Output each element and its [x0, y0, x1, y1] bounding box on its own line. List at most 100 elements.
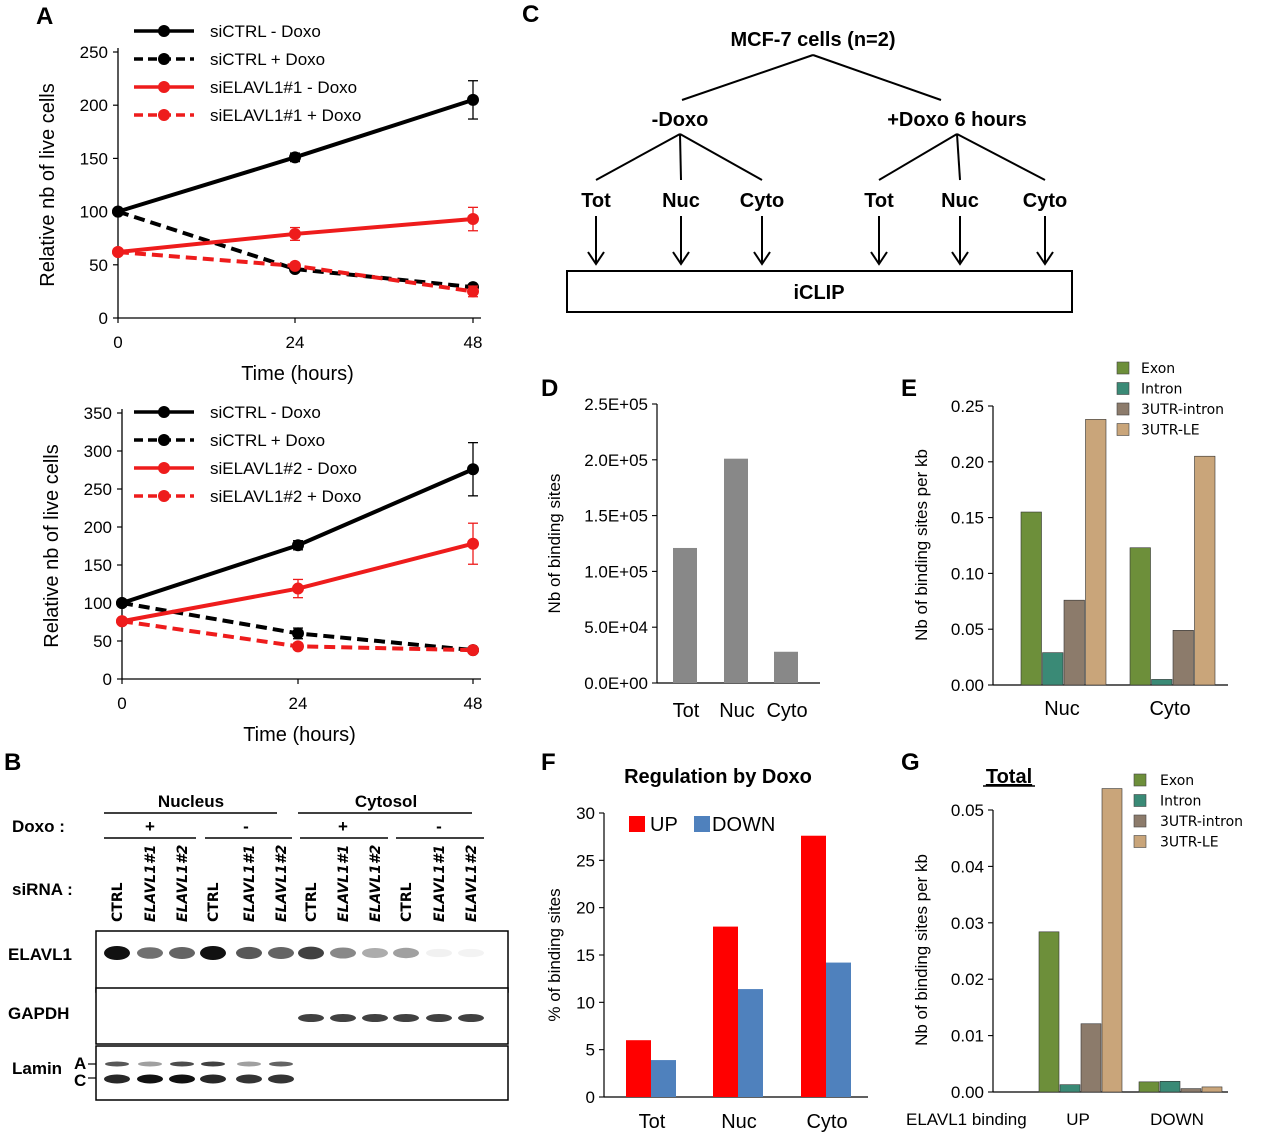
- bar-up-cyto: [801, 835, 826, 1097]
- y-tick-label: 0.20: [951, 453, 984, 472]
- blot-band: [330, 947, 356, 959]
- blot-band: [200, 946, 226, 960]
- y-tick-label: 0.00: [951, 1083, 984, 1102]
- blot-band: [268, 947, 294, 959]
- diagram-edge: [812, 54, 942, 101]
- blot-band: [104, 946, 130, 960]
- x-tick-label: Tot: [639, 1111, 666, 1133]
- y-axis-label: Nb of binding sites: [545, 474, 564, 614]
- diagram-arrow-head: [870, 251, 888, 266]
- blot-band: [170, 1061, 194, 1067]
- blot-band: [138, 1061, 162, 1067]
- x-tick-label: Tot: [673, 700, 700, 722]
- blot-band: [269, 1061, 293, 1067]
- row-label-gapdh: GAPDH: [8, 1004, 69, 1023]
- chart-title: Total: [986, 766, 1032, 788]
- legend-marker: [158, 25, 170, 37]
- y-tick-label: 50: [93, 632, 112, 651]
- diagram-condition: +Doxo 6 hours: [887, 109, 1026, 131]
- blot-band: [393, 1014, 419, 1022]
- x-tick-label: Cyto: [1149, 698, 1190, 720]
- blot-band: [169, 947, 195, 959]
- row-label-lamin: Lamin: [12, 1059, 62, 1078]
- y-tick-label: 0: [586, 1088, 595, 1107]
- x-tick-label: Nuc: [719, 700, 755, 722]
- diagram-arrow-head: [951, 251, 969, 266]
- legend-label-sictrl-doxo: siCTRL + Doxo: [210, 50, 325, 69]
- bar-3utr-le-cyto: [1194, 455, 1216, 686]
- blot-band: [426, 948, 452, 958]
- legend-swatch-down: [694, 816, 710, 832]
- lane-label: CTRL: [399, 882, 415, 922]
- bar-cyto: [774, 651, 798, 683]
- legend-marker: [158, 434, 170, 446]
- x-tick-label: Cyto: [766, 700, 807, 722]
- bar-up-tot: [626, 1040, 651, 1097]
- legend-label-3utr-intron: 3UTR-intron: [1141, 402, 1224, 418]
- diagram-fraction: Cyto: [1023, 190, 1067, 212]
- bar-3utr-intron-down: [1180, 1088, 1202, 1093]
- legend-marker: [158, 406, 170, 418]
- data-point: [467, 463, 479, 476]
- y-tick-label: 0.15: [951, 509, 984, 528]
- diagram-condition: -Doxo: [652, 109, 709, 131]
- data-point: [467, 213, 479, 226]
- y-tick-label: 5: [586, 1041, 595, 1060]
- group-label-cytosol: Cytosol: [355, 792, 417, 811]
- blot-band: [362, 947, 388, 959]
- diagram-fraction: Tot: [581, 190, 611, 212]
- data-point: [292, 627, 304, 640]
- legend-swatch-up: [629, 816, 645, 832]
- x-tick-label: 24: [286, 333, 305, 352]
- diagram-edge: [878, 133, 958, 181]
- blot-band: [458, 948, 484, 958]
- legend-label-down: DOWN: [712, 814, 775, 836]
- x-axis-label: Time (hours): [241, 363, 354, 385]
- chart-e: 0.00 0.05 0.10 0.15 0.20 0.25 Nuc Cyto Nb of bin…: [912, 361, 1228, 720]
- y-tick-label: 30: [576, 804, 595, 823]
- data-point: [292, 539, 304, 552]
- diagram-edge: [679, 133, 682, 181]
- legend-swatch: [1133, 773, 1147, 787]
- bar-nuc: [724, 458, 748, 683]
- blot-band: [105, 1061, 129, 1067]
- bar-down-tot: [651, 1060, 676, 1097]
- doxo-label: Doxo :: [12, 817, 65, 836]
- iclip-box: [566, 270, 1073, 313]
- bar-3utr-intron-cyto: [1172, 630, 1194, 686]
- data-point: [467, 93, 479, 106]
- blot-band: [458, 1014, 484, 1022]
- blot-band: [200, 1074, 226, 1084]
- y-tick-label: 0.05: [951, 620, 984, 639]
- legend-label-3utr-le: 3UTR-LE: [1141, 423, 1200, 439]
- x-tick-label: Cyto: [806, 1111, 847, 1133]
- y-tick-label: 0: [99, 309, 108, 328]
- y-tick-label: 0.05: [951, 801, 984, 820]
- x-tick-label: 48: [464, 694, 483, 713]
- x-tick-label: Nuc: [1044, 698, 1080, 720]
- bar-up-nuc: [713, 926, 738, 1097]
- chart-f: Regulation by Doxo 0 5 10 15 20 25 30 Tot Nuc Cyto…: [545, 766, 868, 1133]
- legend-label-intron: Intron: [1160, 794, 1201, 810]
- legend-label-sielavl1-1-doxo: siELAVL1#1 - Doxo: [210, 78, 357, 97]
- y-tick-label: 100: [80, 203, 108, 222]
- y-tick-label: 150: [80, 149, 108, 168]
- y-tick-label: 2.5E+05: [584, 395, 648, 414]
- y-tick-label: 0.25: [951, 397, 984, 416]
- y-tick-label: 0.01: [951, 1027, 984, 1046]
- y-tick-label: 0.04: [951, 857, 984, 876]
- y-tick-label: 5.0E+04: [584, 618, 648, 637]
- iclip-design-diagram: MCF-7 cells (n=2) -Doxo Tot Nuc Cyto +Doxo 6 …: [566, 29, 1073, 313]
- diagram-edge: [679, 133, 763, 181]
- legend-marker: [158, 81, 170, 93]
- y-tick-label: 1.5E+05: [584, 507, 648, 526]
- legend-swatch: [1116, 423, 1130, 436]
- diagram-root: MCF-7 cells (n=2): [730, 29, 895, 51]
- panel-label-b: B: [4, 749, 21, 776]
- x-axis-label: Time (hours): [243, 724, 356, 746]
- legend-label-sictrl-doxo: siCTRL - Doxo: [210, 403, 321, 422]
- bar-exon-down: [1138, 1081, 1160, 1093]
- x-tick-label: Nuc: [721, 1111, 757, 1133]
- bar-exon-up: [1038, 931, 1060, 1093]
- legend-marker: [158, 462, 170, 474]
